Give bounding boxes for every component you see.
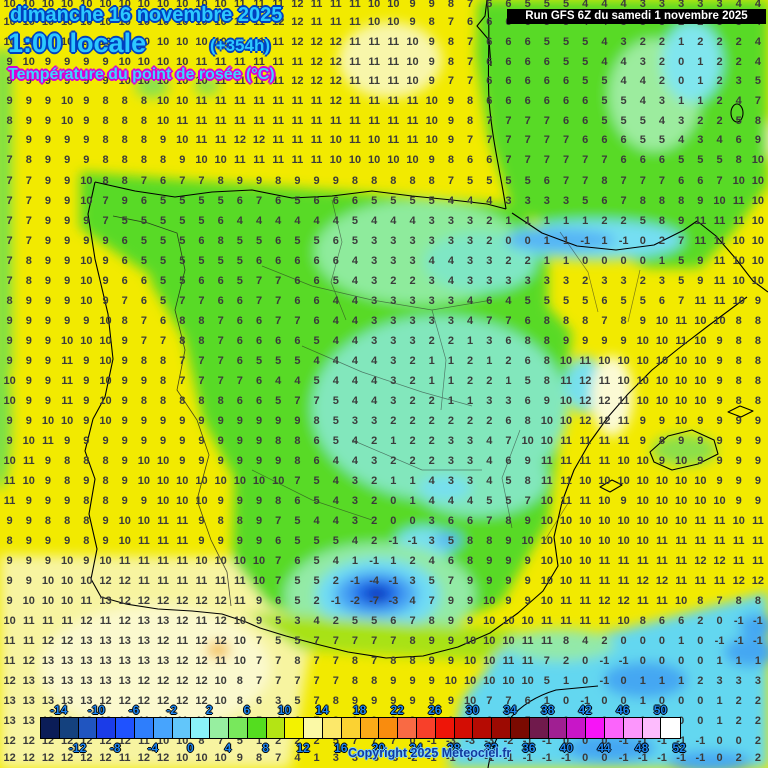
copyright-label: Copyright 2025 Meteociel.fr xyxy=(348,746,512,760)
color-scale-bar xyxy=(40,717,682,739)
parameter-label: Température du point de rosée (°C) xyxy=(8,66,275,83)
forecast-date-label: dimanche 16 novembre 2025 xyxy=(10,4,283,26)
coastline-paths xyxy=(84,0,768,768)
border-paths xyxy=(112,215,232,607)
region-border-paths xyxy=(251,199,641,541)
forecast-hour-offset-label: (+354h) xyxy=(210,36,270,55)
forecast-time-label: 1:00 locale xyxy=(8,28,147,58)
model-run-info-bar: Run GFS 6Z du samedi 1 novembre 2025 xyxy=(507,9,766,24)
